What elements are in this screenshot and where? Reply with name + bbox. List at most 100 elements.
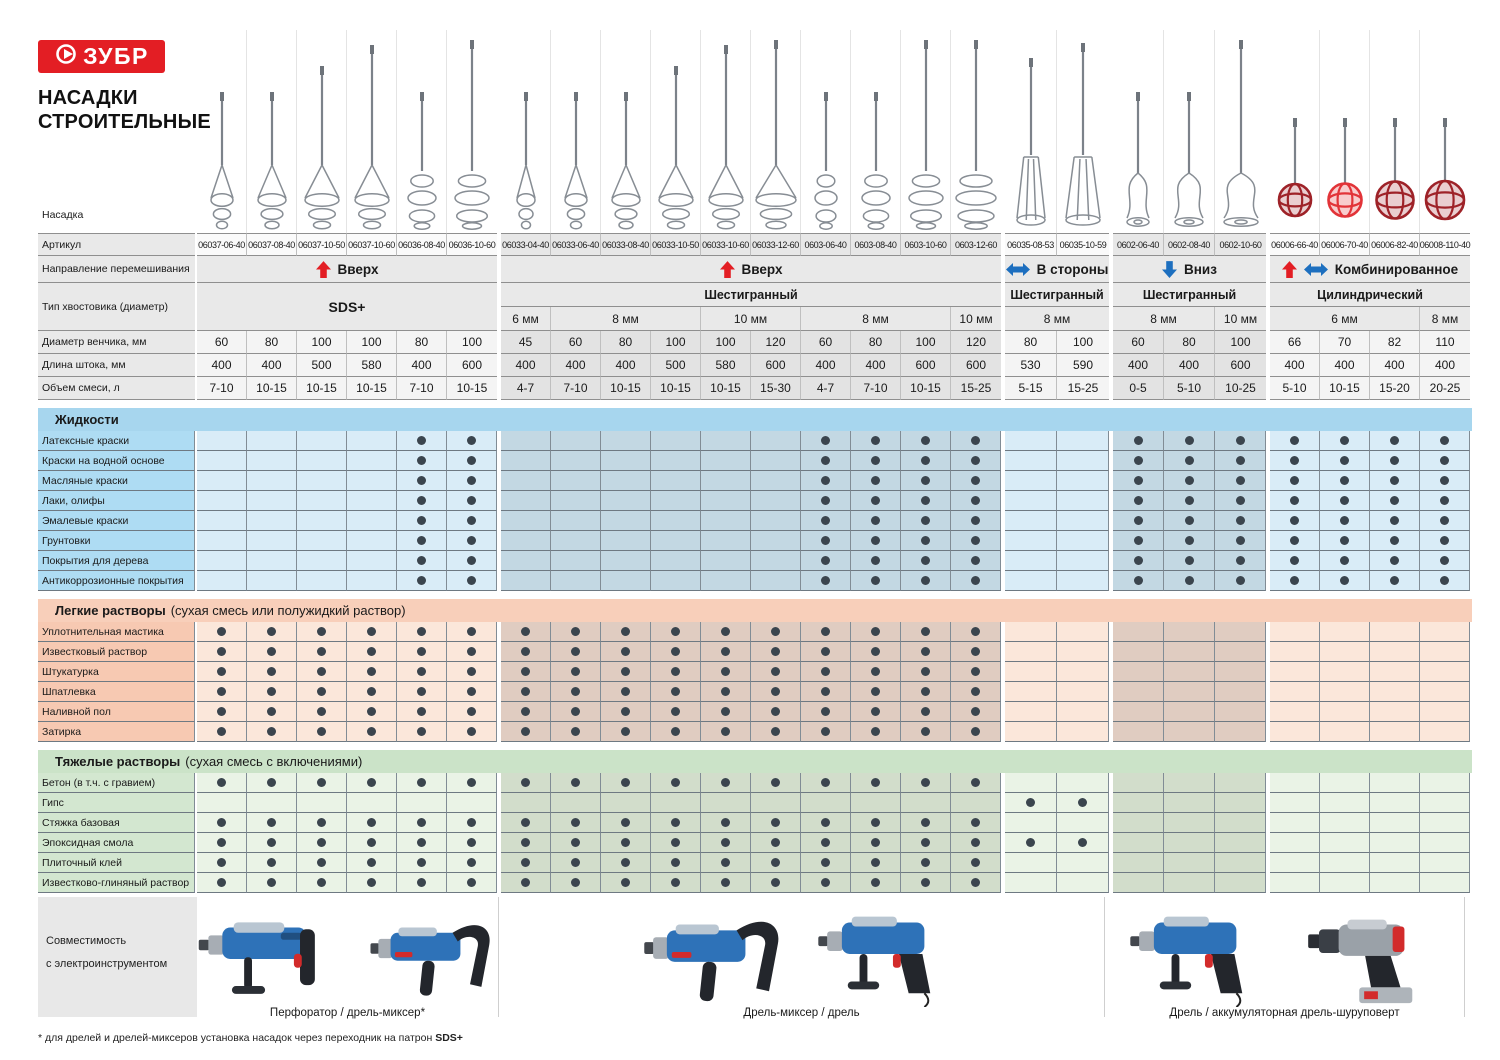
mark-cell [951, 702, 1001, 722]
mark-cell [901, 451, 951, 471]
mark-cell [1420, 702, 1470, 722]
article-cell: 06037-06-40 [197, 233, 247, 256]
mark-cell [1420, 551, 1470, 571]
mark-cell [1215, 833, 1266, 853]
compatibility-dot-icon [267, 727, 276, 736]
column-group [1270, 853, 1470, 873]
mark-cell [397, 773, 447, 793]
mixer-illustration [1065, 43, 1101, 226]
mark-cell [901, 702, 951, 722]
column-group: 66 70 82 110 [1270, 331, 1470, 354]
article-cell: 06033-06-40 [551, 233, 601, 256]
mark-cell [551, 773, 601, 793]
mark-cell [651, 682, 701, 702]
mark-cell [1320, 551, 1370, 571]
compatibility-dot-icon [771, 647, 780, 656]
material-row-label: Лаки, олифы [38, 491, 195, 511]
diameter-cell: 100 [447, 331, 497, 354]
compatibility-dot-icon [621, 878, 630, 887]
arrow-leftright-icon [1303, 262, 1328, 276]
mark-cell [447, 682, 497, 702]
mark-cell [751, 833, 801, 853]
compatibility-dot-icon [821, 838, 830, 847]
direction-row-label: Направление перемешивания [38, 256, 195, 283]
mark-cell [1420, 873, 1470, 893]
table-row: Известковый раствор [38, 642, 1472, 662]
compatibility-dot-icon [417, 667, 426, 676]
mark-cell [347, 833, 397, 853]
mixer-illustration [515, 92, 536, 230]
diameter-cell: 70 [1320, 331, 1370, 354]
mark-cell [297, 853, 347, 873]
table-row: Диаметр венчика, мм 60 80 100 100 80 100 45 60 80… [38, 331, 1472, 354]
compatibility-dot-icon [971, 778, 980, 787]
column-group [1005, 682, 1109, 702]
mark-cell [751, 531, 801, 551]
mark-cell [247, 873, 297, 893]
compatibility-dot-icon [417, 496, 426, 505]
mark-cell [397, 451, 447, 471]
material-row-label: Штукатурка [38, 662, 195, 682]
compatibility-dot-icon [921, 496, 930, 505]
perforator-image [198, 922, 315, 994]
mark-cell [1164, 642, 1215, 662]
compatibility-dot-icon [721, 647, 730, 656]
column-group [197, 853, 497, 873]
mark-cell [1370, 722, 1420, 742]
mark-cell [1420, 793, 1470, 813]
mark-cell [1113, 702, 1164, 722]
volume-cell: 4-7 [501, 377, 551, 400]
mark-cell [247, 702, 297, 722]
compatibility-dot-icon [971, 687, 980, 696]
diameter-cell: 100 [701, 331, 751, 354]
mark-cell [751, 853, 801, 873]
footnote: * для дрелей и дрелей-миксеров установка… [38, 1032, 463, 1044]
mixer-image [1215, 30, 1266, 233]
column-group [1113, 471, 1266, 491]
mark-cell [951, 471, 1001, 491]
length-cell: 400 [397, 354, 447, 377]
mark-cell [751, 622, 801, 642]
column-group [1270, 813, 1470, 833]
length-cell: 530 [1005, 354, 1057, 377]
mark-cell [601, 642, 651, 662]
column-group [1270, 833, 1470, 853]
diameter-cell: 100 [1057, 331, 1109, 354]
mark-cell [1215, 662, 1266, 682]
mark-cell [1270, 682, 1320, 702]
article-cell: 06006-70-40 [1320, 233, 1370, 256]
mark-cell [501, 471, 551, 491]
mark-cell [851, 702, 901, 722]
mark-cell [1270, 551, 1320, 571]
compatibility-dot-icon [821, 687, 830, 696]
compatibility-dot-icon [1390, 516, 1399, 525]
mark-cell [1215, 853, 1266, 873]
mark-cell [701, 662, 751, 682]
diameter-cell: 60 [1113, 331, 1164, 354]
mark-cell [1320, 471, 1370, 491]
compatibility-dot-icon [971, 818, 980, 827]
compatibility-dot-icon [1184, 556, 1194, 565]
mark-cell [397, 622, 447, 642]
mark-cell [1270, 853, 1320, 873]
shank-type-cell: SDS+ [197, 283, 497, 331]
material-row-label: Антикоррозионные покрытия [38, 571, 195, 591]
mark-cell [1320, 833, 1370, 853]
mixer-illustration [256, 92, 287, 230]
mixer-image [1005, 30, 1057, 233]
column-group [1113, 571, 1266, 591]
mark-cell [901, 813, 951, 833]
compatibility-dot-icon [1340, 576, 1349, 585]
mark-cell [447, 773, 497, 793]
mark-cell [247, 773, 297, 793]
mark-cell [1005, 773, 1057, 793]
mark-cell [1164, 531, 1215, 551]
mark-cell [951, 682, 1001, 702]
mark-cell [651, 571, 701, 591]
diameter-cell: 100 [297, 331, 347, 354]
mark-cell [801, 642, 851, 662]
mark-cell [901, 531, 951, 551]
mark-cell [1370, 642, 1420, 662]
mark-cell [951, 793, 1001, 813]
compatibility-dot-icon [871, 576, 880, 585]
